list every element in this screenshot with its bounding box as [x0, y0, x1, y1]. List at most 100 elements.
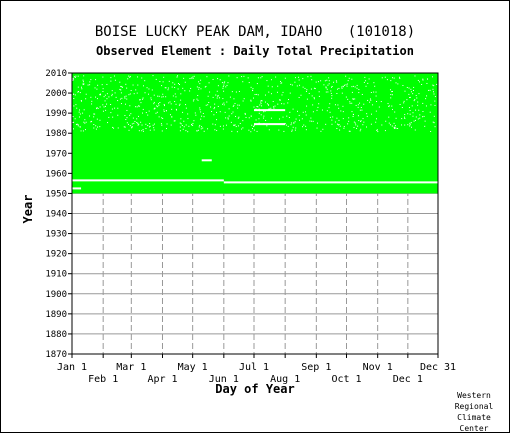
missing-day — [376, 129, 378, 131]
missing-day — [273, 107, 275, 109]
missing-day — [152, 124, 154, 126]
missing-day — [224, 111, 226, 113]
missing-day — [284, 122, 286, 124]
missing-day — [357, 106, 359, 108]
missing-day — [199, 124, 201, 126]
missing-day — [133, 93, 135, 95]
missing-day — [413, 100, 415, 102]
missing-day — [174, 120, 176, 122]
missing-day — [157, 106, 159, 108]
missing-day — [247, 77, 249, 79]
missing-day — [294, 121, 296, 123]
missing-day — [153, 94, 155, 96]
missing-day — [266, 80, 268, 82]
missing-day — [257, 106, 259, 108]
missing-day — [212, 96, 214, 98]
missing-day — [258, 122, 260, 124]
missing-day — [432, 84, 434, 86]
missing-day — [353, 127, 355, 129]
missing-day — [138, 105, 140, 107]
missing-day — [115, 96, 117, 98]
missing-day — [217, 78, 219, 80]
missing-day — [110, 80, 112, 82]
missing-day — [91, 120, 93, 122]
missing-day — [228, 75, 230, 77]
missing-day — [161, 96, 163, 98]
missing-day — [293, 122, 295, 124]
missing-day — [369, 98, 371, 100]
missing-day — [286, 115, 288, 117]
missing-day — [302, 111, 304, 113]
missing-day — [236, 77, 238, 79]
missing-day — [237, 104, 239, 106]
missing-day — [182, 87, 184, 89]
missing-day — [180, 123, 182, 125]
missing-day — [369, 101, 371, 103]
missing-day — [356, 127, 358, 129]
x-tick-label: Jan 1 — [57, 362, 87, 373]
missing-day — [190, 87, 192, 89]
missing-day — [90, 121, 92, 123]
missing-day — [180, 93, 182, 95]
missing-day — [142, 130, 144, 132]
missing-day — [237, 107, 239, 109]
missing-day — [73, 76, 75, 78]
missing-day — [248, 129, 250, 131]
missing-day — [260, 103, 262, 105]
missing-day — [358, 89, 360, 91]
missing-day — [197, 94, 199, 96]
missing-day — [129, 105, 131, 107]
missing-day — [183, 120, 185, 122]
missing-day — [421, 83, 423, 85]
missing-day — [162, 81, 164, 83]
missing-day — [295, 118, 297, 120]
missing-day — [267, 104, 269, 106]
missing-day — [224, 81, 226, 83]
missing-day — [328, 80, 330, 82]
missing-day — [390, 80, 392, 82]
missing-day — [111, 95, 113, 97]
missing-day — [137, 84, 139, 86]
missing-day — [93, 123, 95, 125]
missing-day — [226, 84, 228, 86]
missing-day — [358, 92, 360, 94]
missing-day — [310, 117, 312, 119]
missing-day — [402, 85, 404, 87]
missing-day — [130, 90, 132, 92]
missing-day — [128, 129, 130, 131]
missing-day — [142, 112, 144, 114]
missing-day — [126, 98, 128, 100]
missing-day — [163, 103, 165, 105]
missing-day — [211, 110, 213, 112]
missing-day — [409, 113, 411, 115]
missing-day — [393, 127, 395, 129]
missing-day — [352, 116, 354, 118]
missing-day — [104, 100, 106, 102]
missing-day — [158, 95, 160, 97]
missing-day — [306, 89, 308, 91]
missing-day — [313, 97, 315, 99]
missing-day — [430, 130, 432, 132]
missing-day — [357, 115, 359, 117]
missing-day — [124, 126, 126, 128]
missing-day — [291, 129, 293, 131]
missing-day — [266, 103, 268, 105]
missing-day — [233, 124, 235, 126]
missing-day — [123, 126, 125, 128]
missing-day — [347, 80, 349, 82]
missing-day — [299, 119, 301, 121]
missing-day — [76, 123, 78, 125]
missing-day — [189, 78, 191, 80]
missing-day — [233, 104, 235, 106]
missing-day — [176, 76, 178, 78]
missing-day — [162, 93, 164, 95]
missing-day — [399, 77, 401, 79]
missing-day — [149, 129, 151, 131]
missing-day — [140, 102, 142, 104]
missing-day — [276, 91, 278, 93]
missing-day — [349, 102, 351, 104]
missing-day — [142, 98, 144, 100]
missing-day — [72, 78, 74, 80]
missing-day — [155, 112, 157, 114]
missing-day — [166, 123, 168, 125]
